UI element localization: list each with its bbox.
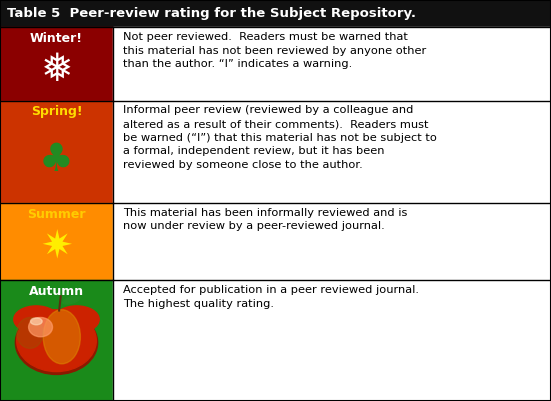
Ellipse shape [63,296,80,304]
Text: This material has been informally reviewed and is
now under review by a peer-rev: This material has been informally review… [123,208,407,231]
Ellipse shape [15,311,98,375]
Ellipse shape [43,310,80,364]
Bar [0,203,113,280]
Text: Accepted for publication in a peer reviewed journal.
The highest quality rating.: Accepted for publication in a peer revie… [123,285,419,309]
Text: ✷: ✷ [40,229,73,267]
Bar [113,27,551,101]
Ellipse shape [14,306,59,333]
Text: Informal peer review (reviewed by a colleague and
altered as a result of their c: Informal peer review (reviewed by a coll… [123,105,437,170]
Text: ♣: ♣ [39,141,74,179]
Ellipse shape [17,310,96,372]
Ellipse shape [30,318,42,325]
Bar [113,280,551,401]
Ellipse shape [54,306,99,333]
Ellipse shape [29,318,52,337]
Bar [0,27,113,101]
Ellipse shape [17,318,43,348]
Text: Not peer reviewed.  Readers must be warned that
this material has not been revie: Not peer reviewed. Readers must be warne… [123,32,426,69]
Text: Winter!: Winter! [30,32,83,45]
Text: Autumn: Autumn [29,285,84,298]
Bar [0,101,113,203]
Text: Spring!: Spring! [31,105,82,118]
Bar [0,0,551,27]
Text: Table 5  Peer-review rating for the Subject Repository.: Table 5 Peer-review rating for the Subje… [7,7,415,20]
Bar [0,280,113,401]
Text: ❅: ❅ [40,51,73,89]
Text: Summer: Summer [27,208,86,221]
Bar [113,101,551,203]
Bar [113,203,551,280]
